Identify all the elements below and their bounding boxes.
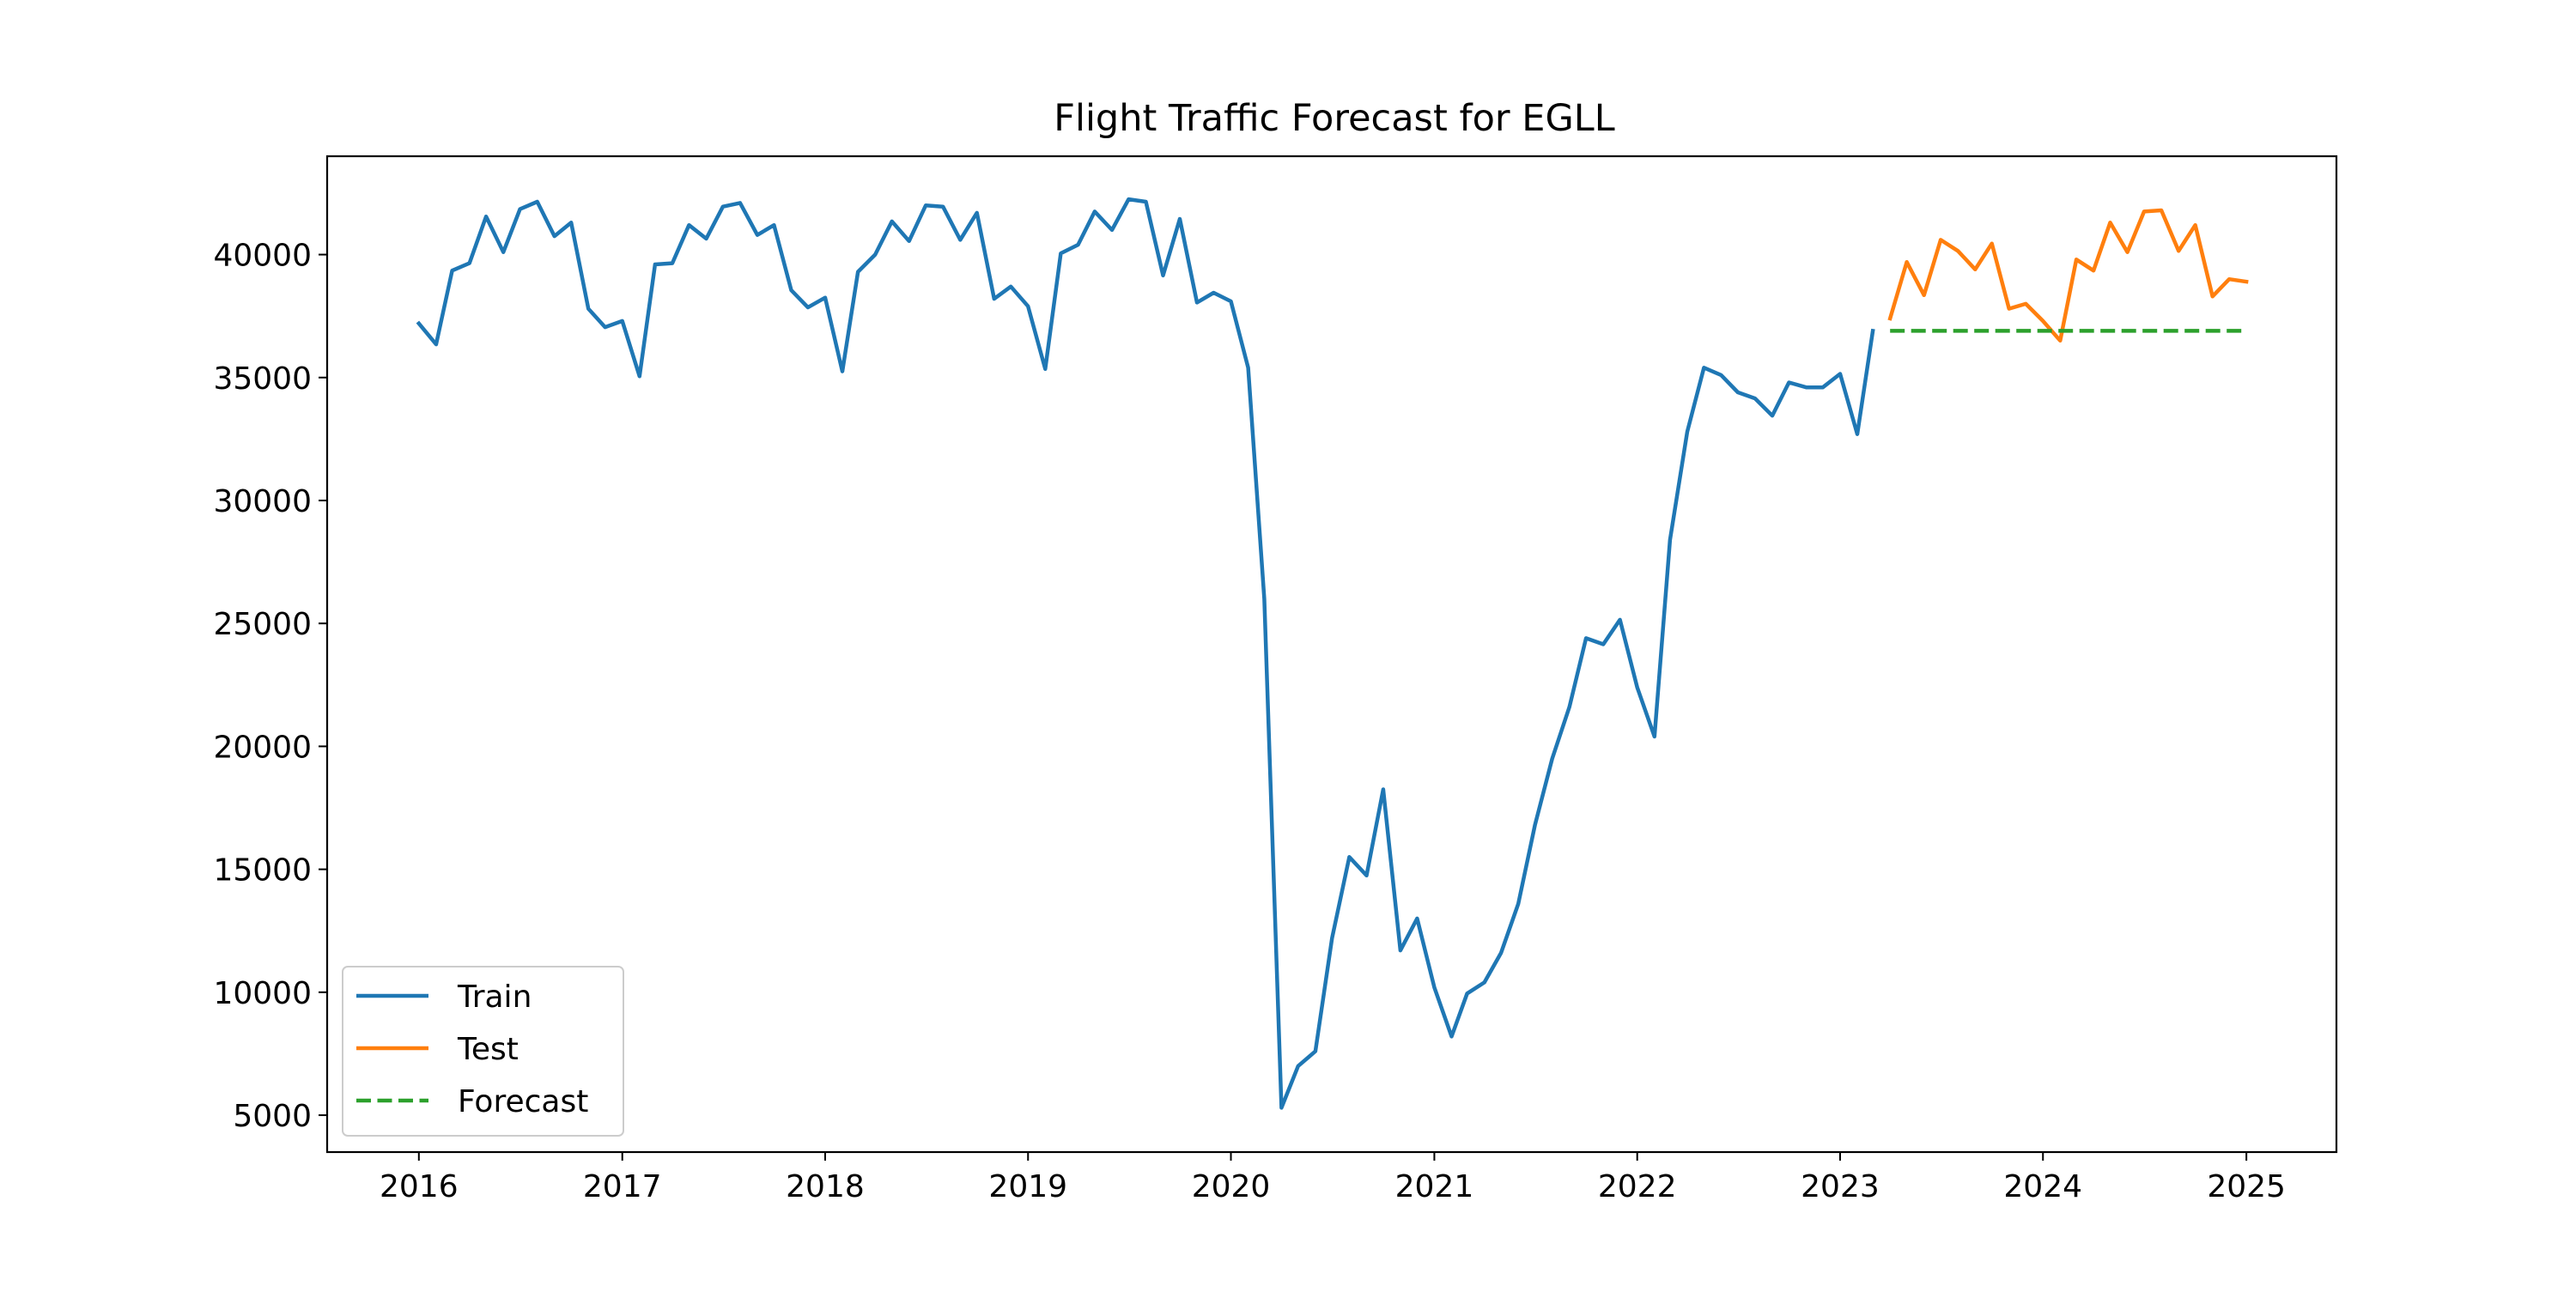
legend: Train Test Forecast [342,966,624,1137]
y-tick-label: 10000 [213,976,312,1011]
y-tick-label: 15000 [213,853,312,889]
y-tick-label: 35000 [213,361,312,397]
x-tick-label: 2017 [583,1169,662,1204]
x-tick-label: 2016 [380,1169,459,1204]
x-tick-label: 2025 [2207,1169,2286,1204]
series-line-test [1887,208,2249,343]
x-tick-label: 2018 [786,1169,865,1204]
chart-title: Flight Traffic Forecast for EGLL [1054,97,1614,140]
legend-label-train: Train [457,980,532,1015]
axes-layer: 2016 2017 2018 2019 2020 2021 2022 2023 2024 2025… [213,239,2285,1204]
x-tick-label: 2019 [988,1169,1067,1204]
plot-area-frame [325,155,2338,1154]
series-line-train [416,197,1875,1110]
y-tick-label: 25000 [213,607,312,642]
y-tick-label: 30000 [213,484,312,519]
series-layer [416,197,2249,1110]
y-tick-label: 5000 [233,1099,312,1134]
x-tick-label: 2022 [1598,1169,1677,1204]
y-tick-label: 40000 [213,239,312,274]
x-tick-label: 2020 [1192,1169,1271,1204]
legend-label-test: Test [457,1032,519,1067]
x-tick-label: 2021 [1395,1169,1474,1204]
legend-label-forecast: Forecast [458,1084,588,1119]
y-tick-label: 20000 [213,730,312,765]
x-tick-label: 2024 [2003,1169,2082,1204]
x-tick-label: 2023 [1801,1169,1880,1204]
legend-box [342,966,624,1137]
